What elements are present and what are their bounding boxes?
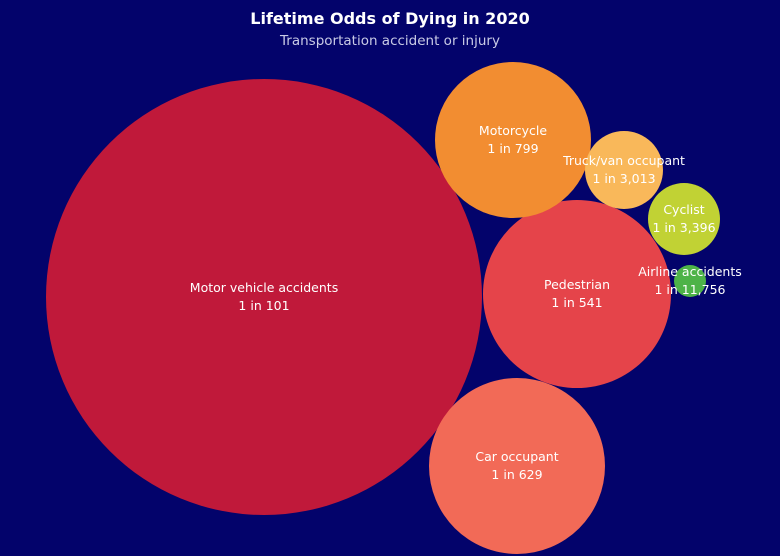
bubble-pedestrian[interactable] <box>483 200 671 388</box>
bubble-airline-accidents[interactable] <box>674 265 706 297</box>
bubble-odds-cyclist: 1 in 3,396 <box>652 220 715 235</box>
bubble-motor-vehicle-accidents[interactable] <box>46 79 482 515</box>
bubble-label-pedestrian: Pedestrian <box>544 277 610 292</box>
bubble-label-motorcycle: Motorcycle <box>479 123 547 138</box>
bubble-label-motor-vehicle-accidents: Motor vehicle accidents <box>190 280 338 295</box>
bubble-label-airline-accidents: Airline accidents <box>638 264 742 279</box>
bubble-odds-car-occupant: 1 in 629 <box>491 467 542 482</box>
bubble-motorcycle[interactable] <box>435 62 591 218</box>
bubble-odds-motor-vehicle-accidents: 1 in 101 <box>238 298 289 313</box>
bubble-cyclist[interactable] <box>648 183 720 255</box>
chart-subtitle: Transportation accident or injury <box>280 33 500 49</box>
bubble-odds-pedestrian: 1 in 541 <box>551 295 602 310</box>
bubble-odds-motorcycle: 1 in 799 <box>487 141 538 156</box>
bubble-car-occupant[interactable] <box>429 378 605 554</box>
bubble-truck-van-occupant[interactable] <box>585 131 663 209</box>
bubble-odds-truck-van-occupant: 1 in 3,013 <box>592 171 655 186</box>
bubble-label-car-occupant: Car occupant <box>475 449 558 464</box>
bubble-label-truck-van-occupant: Truck/van occupant <box>562 153 685 168</box>
bubble-odds-airline-accidents: 1 in 11,756 <box>654 282 725 297</box>
bubble-label-cyclist: Cyclist <box>663 202 704 217</box>
chart-title: Lifetime Odds of Dying in 2020 <box>250 9 530 28</box>
